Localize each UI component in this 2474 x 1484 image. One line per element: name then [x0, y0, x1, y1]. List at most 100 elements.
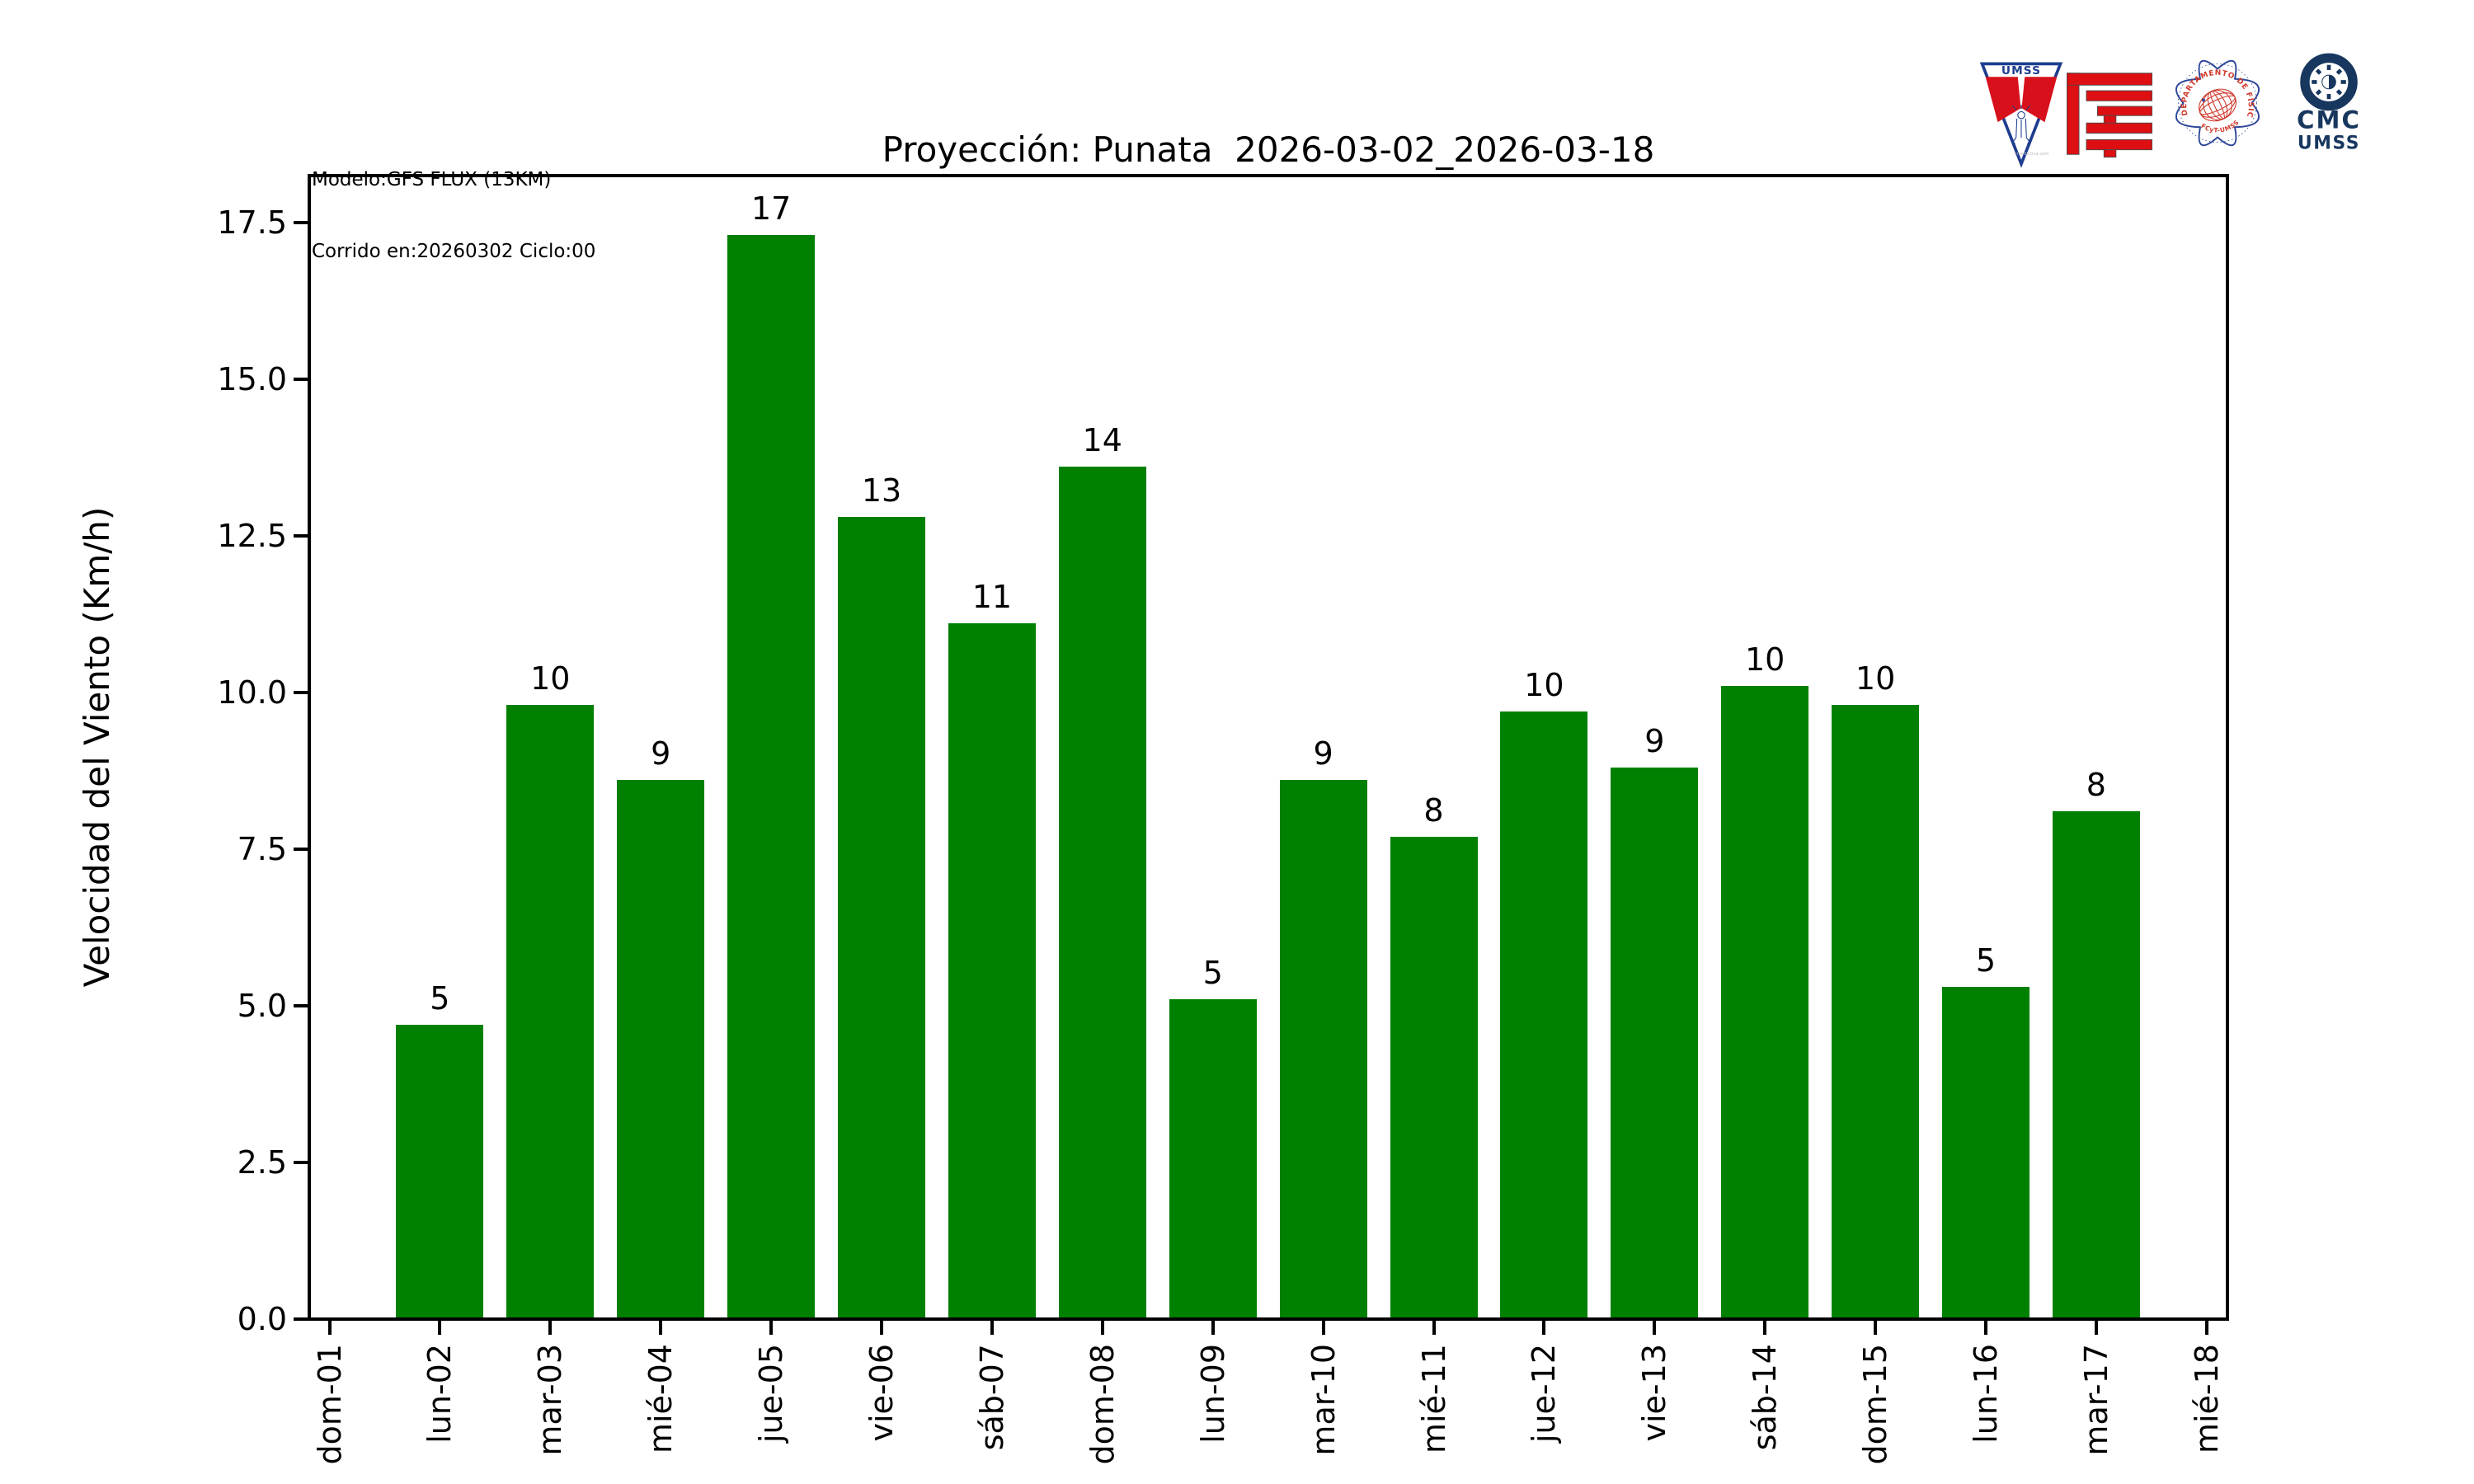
x-tick-label: dom-15 [1857, 1344, 1894, 1465]
plot-area [308, 174, 2229, 1321]
wind-speed-bar [1058, 467, 1146, 1317]
wind-speed-bar [1169, 999, 1257, 1317]
x-tick-label: mar-17 [2077, 1344, 2114, 1456]
x-tick-mark [1984, 1321, 1987, 1335]
x-tick-mark [327, 1321, 332, 1335]
cmc-sun-gear-icon: CMC UMSS [2297, 53, 2361, 153]
x-tick-mark [1211, 1321, 1215, 1335]
bar-value-label: 14 [1082, 422, 1122, 458]
wind-speed-bar [396, 1025, 484, 1317]
y-tick-mark [294, 221, 308, 224]
x-tick-mark [880, 1321, 883, 1335]
wind-speed-bar [617, 780, 705, 1317]
x-tick-mark [438, 1321, 442, 1335]
cmc-rays [2312, 64, 2346, 100]
bar-value-label: 10 [530, 660, 571, 697]
umss-shield-text: UMSS [2001, 64, 2041, 77]
x-tick-label: jue-05 [753, 1344, 790, 1444]
x-tick-label: lun-16 [1968, 1344, 2004, 1444]
seal-wavy-border [2175, 59, 2260, 147]
bar-value-label: 5 [1975, 942, 1997, 979]
x-tick-label: vie-13 [1636, 1344, 1673, 1442]
y-tick-mark [294, 1317, 308, 1321]
x-tick-mark [2094, 1321, 2098, 1335]
y-tick-mark [294, 378, 308, 381]
y-tick-mark [294, 848, 308, 851]
wind-speed-bar [1611, 768, 1699, 1317]
y-tick-mark [294, 1161, 308, 1164]
x-tick-label: dom-01 [311, 1344, 348, 1465]
bar-value-label: 8 [1423, 792, 1444, 829]
x-tick-label: lun-09 [1194, 1344, 1231, 1444]
x-tick-mark [769, 1321, 774, 1335]
y-tick-mark [294, 1004, 308, 1007]
x-tick-mark [1432, 1321, 1436, 1335]
umss-shield-emblem [2012, 105, 2030, 144]
seal-dotted-circle [2177, 63, 2258, 143]
y-tick-label: 7.5 [237, 831, 287, 867]
umss-shield-red-right [2021, 77, 2058, 123]
bar-value-label: 9 [1313, 735, 1333, 772]
wind-speed-bar [948, 623, 1036, 1317]
fcyt-red-maze-icon [2067, 73, 2152, 158]
y-tick-label: 15.0 [217, 361, 287, 397]
wind-speed-bar [727, 235, 816, 1317]
seal-blue-dot [2201, 98, 2205, 102]
x-tick-mark [1874, 1321, 1878, 1335]
bar-value-label: 11 [971, 579, 1013, 615]
y-tick-label: 12.5 [217, 518, 287, 554]
y-tick-label: 5.0 [237, 988, 287, 1024]
x-tick-mark [1763, 1321, 1767, 1335]
x-tick-label: dom-08 [1084, 1344, 1121, 1465]
fcyt-logo-bars [2067, 73, 2152, 158]
bar-value-label: 10 [1524, 667, 1564, 703]
x-tick-label: vie-06 [863, 1344, 900, 1442]
bar-value-label: 8 [2086, 767, 2106, 803]
x-tick-mark [1542, 1321, 1546, 1335]
wind-speed-bar [506, 705, 595, 1317]
model-info: Modelo:GFS FLUX (13KM) Corrido en:202603… [312, 120, 595, 312]
y-axis-label: Velocidad del Viento (Km/h) [77, 506, 117, 988]
x-tick-mark [1653, 1321, 1657, 1335]
x-tick-mark [1100, 1321, 1104, 1335]
bar-value-label: 13 [861, 472, 902, 509]
model-info-line1: Modelo:GFS FLUX (13KM) [312, 169, 552, 190]
x-tick-mark [1321, 1321, 1325, 1335]
seal-globe-wireframe [2199, 88, 2236, 122]
y-tick-label: 2.5 [237, 1144, 287, 1181]
x-tick-mark [659, 1321, 663, 1335]
umss-shield-icon: UMSS creadictiva.com [1979, 62, 2063, 167]
y-tick-label: 0.0 [237, 1301, 287, 1337]
wind-speed-bar [1721, 686, 1809, 1317]
x-tick-mark [2204, 1321, 2208, 1335]
umss-shield-red-left [1985, 77, 2021, 123]
chart-title: Proyección: Punata 2026-03-02_2026-03-18 [882, 129, 1655, 170]
wind-speed-bar [1942, 987, 2030, 1317]
y-tick-mark [294, 534, 308, 538]
wind-speed-bar [1279, 780, 1367, 1317]
x-tick-label: sáb-07 [973, 1344, 1010, 1451]
x-tick-label: jue-12 [1526, 1344, 1563, 1444]
y-tick-mark [294, 691, 308, 694]
x-tick-label: mié-04 [642, 1344, 680, 1454]
model-info-line2: Corrido en:20260302 Ciclo:00 [312, 241, 596, 262]
bar-value-label: 9 [1644, 723, 1665, 759]
physics-department-seal-icon: DEPARTAMENTO DE FÍSICA FCyT-UMSS [2167, 53, 2260, 147]
wind-speed-bar [1390, 837, 1478, 1317]
bar-value-label: 17 [750, 190, 792, 227]
x-tick-label: mar-03 [532, 1344, 569, 1456]
y-tick-label: 17.5 [217, 204, 287, 241]
cmc-text-line1: CMC [2297, 106, 2361, 134]
wind-speed-bar [2052, 811, 2140, 1317]
x-tick-label: mié-18 [2188, 1344, 2225, 1454]
x-tick-mark [990, 1321, 994, 1335]
x-tick-mark [548, 1321, 553, 1335]
bar-value-label: 10 [1745, 641, 1785, 678]
wind-speed-bar [1832, 705, 1920, 1317]
x-tick-label: mié-11 [1415, 1344, 1452, 1454]
wind-speed-bar [838, 517, 925, 1317]
bar-value-label: 5 [430, 980, 450, 1017]
x-tick-label: lun-02 [421, 1344, 459, 1444]
x-tick-label: sáb-14 [1747, 1344, 1784, 1451]
